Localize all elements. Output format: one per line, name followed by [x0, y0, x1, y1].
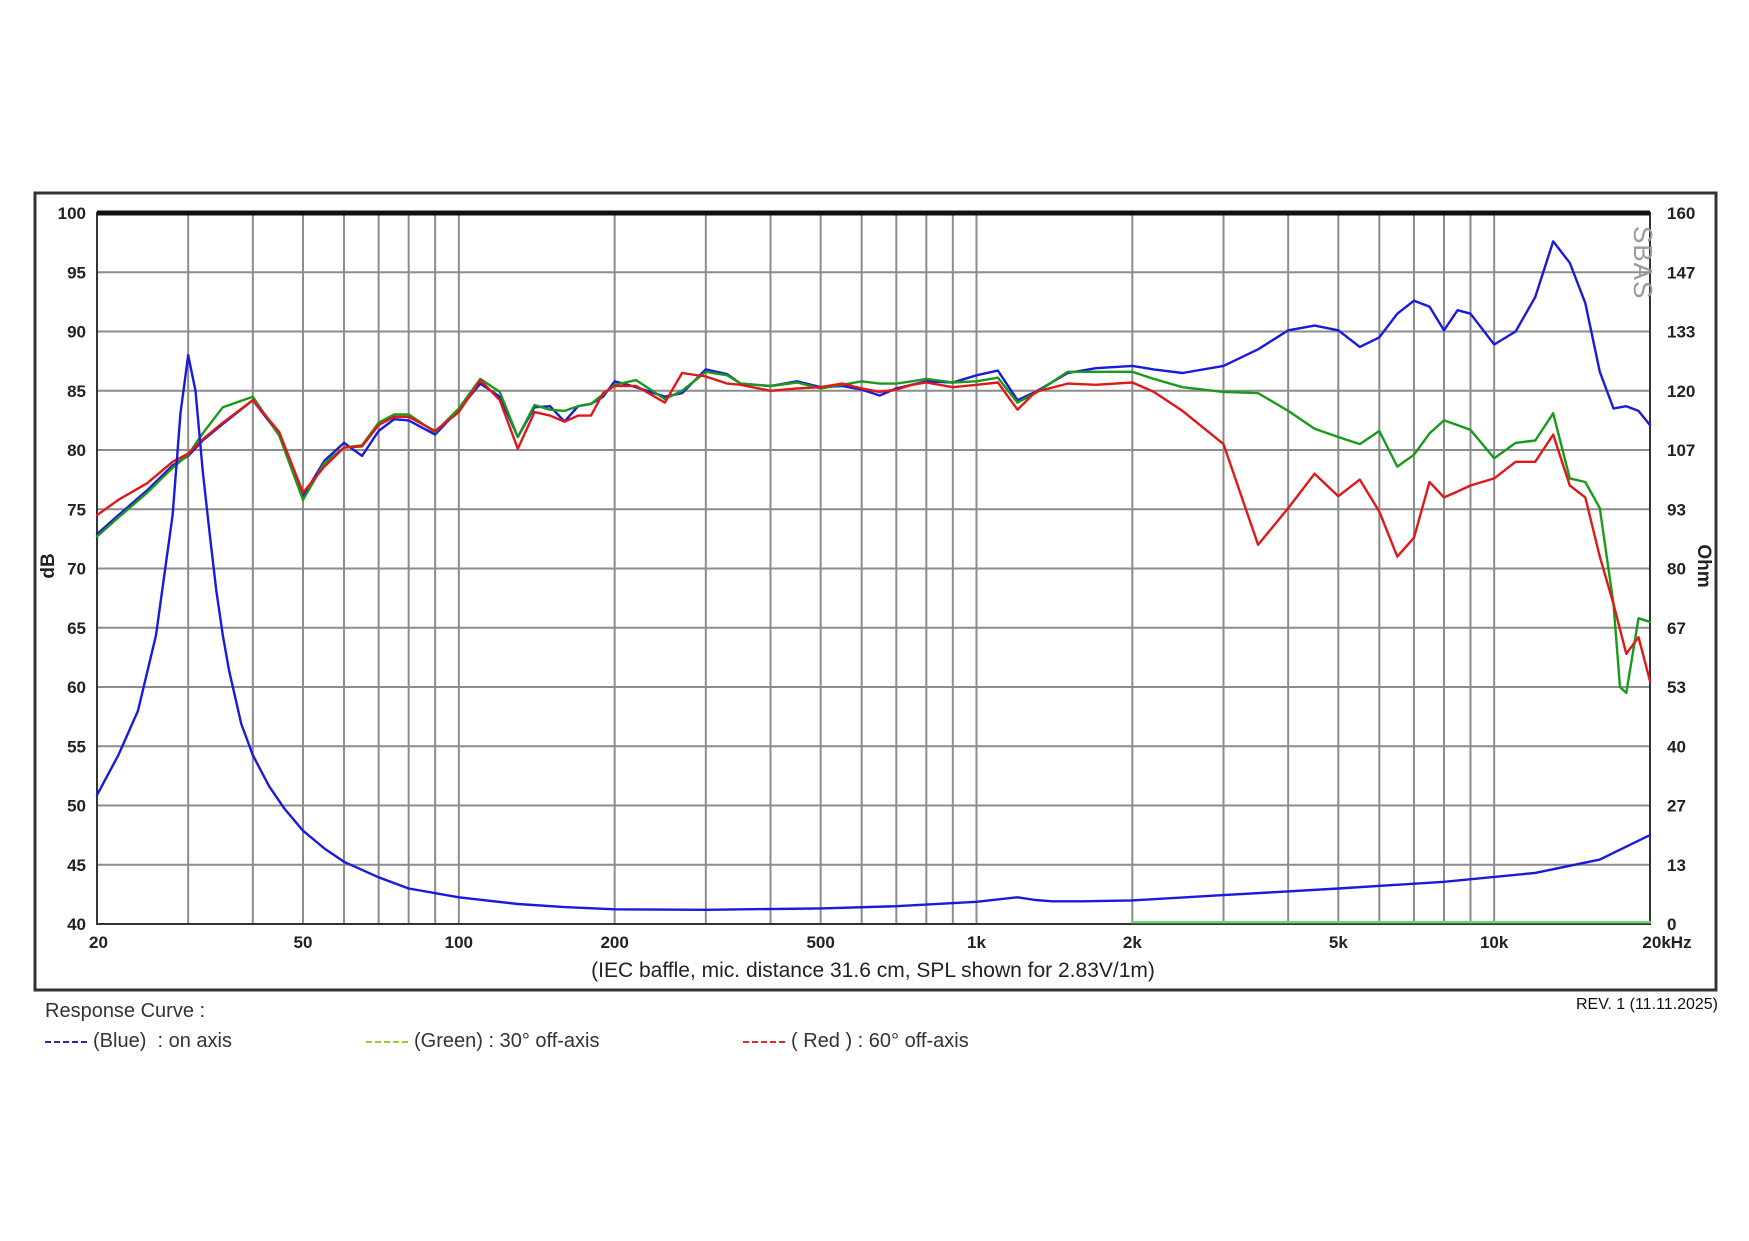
chart-subtitle: (IEC baffle, mic. distance 31.6 cm, SPL … [591, 959, 1155, 982]
legend-item-red: ( Red ) : 60° off-axis [743, 1030, 969, 1053]
y-tick-label: 65 [67, 619, 86, 638]
legend-label-red: ( Red ) : 60° off-axis [791, 1030, 969, 1052]
x-tick-label: 5k [1329, 933, 1348, 952]
y-tick-label: 55 [67, 737, 86, 756]
series-layer [95, 240, 1652, 924]
y-tick-label: 75 [67, 500, 86, 519]
chart-frame [33, 191, 1718, 992]
x-tick-label: 2k [1123, 933, 1142, 952]
y2-tick-label: 147 [1667, 263, 1695, 282]
x-tick-label: 200 [600, 933, 628, 952]
y-tick-label: 70 [67, 560, 86, 579]
legend-swatch-green [366, 1040, 408, 1043]
y-tick-label: 100 [58, 204, 86, 223]
x-tick-label: 10k [1480, 933, 1509, 952]
y-tick-label: 40 [67, 915, 86, 934]
x-tick-label: 1k [967, 933, 986, 952]
y2-tick-label: 40 [1667, 737, 1686, 756]
watermark: SBAS [1628, 226, 1658, 299]
series-line-3 [95, 354, 1652, 911]
tick-labels: 100 95 90 85 80 75 70 65 60 55 50 45 40 160 147 133 120 1… [58, 204, 1696, 952]
y2-tick-label: 0 [1667, 915, 1676, 934]
legend-label-green: (Green) : 30° off-axis [414, 1030, 600, 1052]
y-tick-label: 80 [67, 441, 86, 460]
y2-tick-label: 120 [1667, 382, 1695, 401]
series-line-2 [95, 371, 1652, 683]
legend-title: Response Curve : [45, 1000, 206, 1022]
y-axis-label: dB [38, 553, 59, 578]
y-tick-label: 60 [67, 678, 86, 697]
y2-tick-label: 27 [1667, 797, 1686, 816]
y2-tick-label: 67 [1667, 619, 1686, 638]
legend-label-blue: (Blue) : on axis [93, 1030, 232, 1052]
legend-swatch-red [743, 1040, 785, 1043]
y-tick-label: 45 [67, 856, 86, 875]
series-line-1 [95, 370, 1652, 695]
y2-tick-label: 93 [1667, 500, 1686, 519]
y-tick-label: 85 [67, 382, 86, 401]
y2-axis-label: Ohm [1693, 544, 1714, 587]
x-tick-label: 500 [806, 933, 834, 952]
revision-label: REV. 1 (11.11.2025) [1575, 996, 1718, 1013]
y2-tick-label: 133 [1667, 323, 1695, 342]
x-tick-label: 20 [89, 933, 108, 952]
y2-tick-label: 107 [1667, 441, 1695, 460]
y-tick-label: 90 [67, 323, 86, 342]
y-tick-label: 95 [67, 263, 86, 282]
y2-tick-label: 53 [1667, 678, 1686, 697]
y2-tick-label: 13 [1667, 856, 1686, 875]
legend-item-green: (Green) : 30° off-axis [366, 1030, 599, 1053]
y-tick-label: 50 [67, 797, 86, 816]
y2-tick-label: 80 [1667, 560, 1686, 579]
legend-swatch-blue [45, 1040, 87, 1043]
legend-item-blue: (Blue) : on axis [45, 1030, 232, 1053]
x-tick-label: 20kHz [1642, 933, 1691, 952]
x-tick-label: 50 [294, 933, 313, 952]
y2-tick-label: 160 [1667, 204, 1695, 223]
x-tick-label: 100 [445, 933, 473, 952]
